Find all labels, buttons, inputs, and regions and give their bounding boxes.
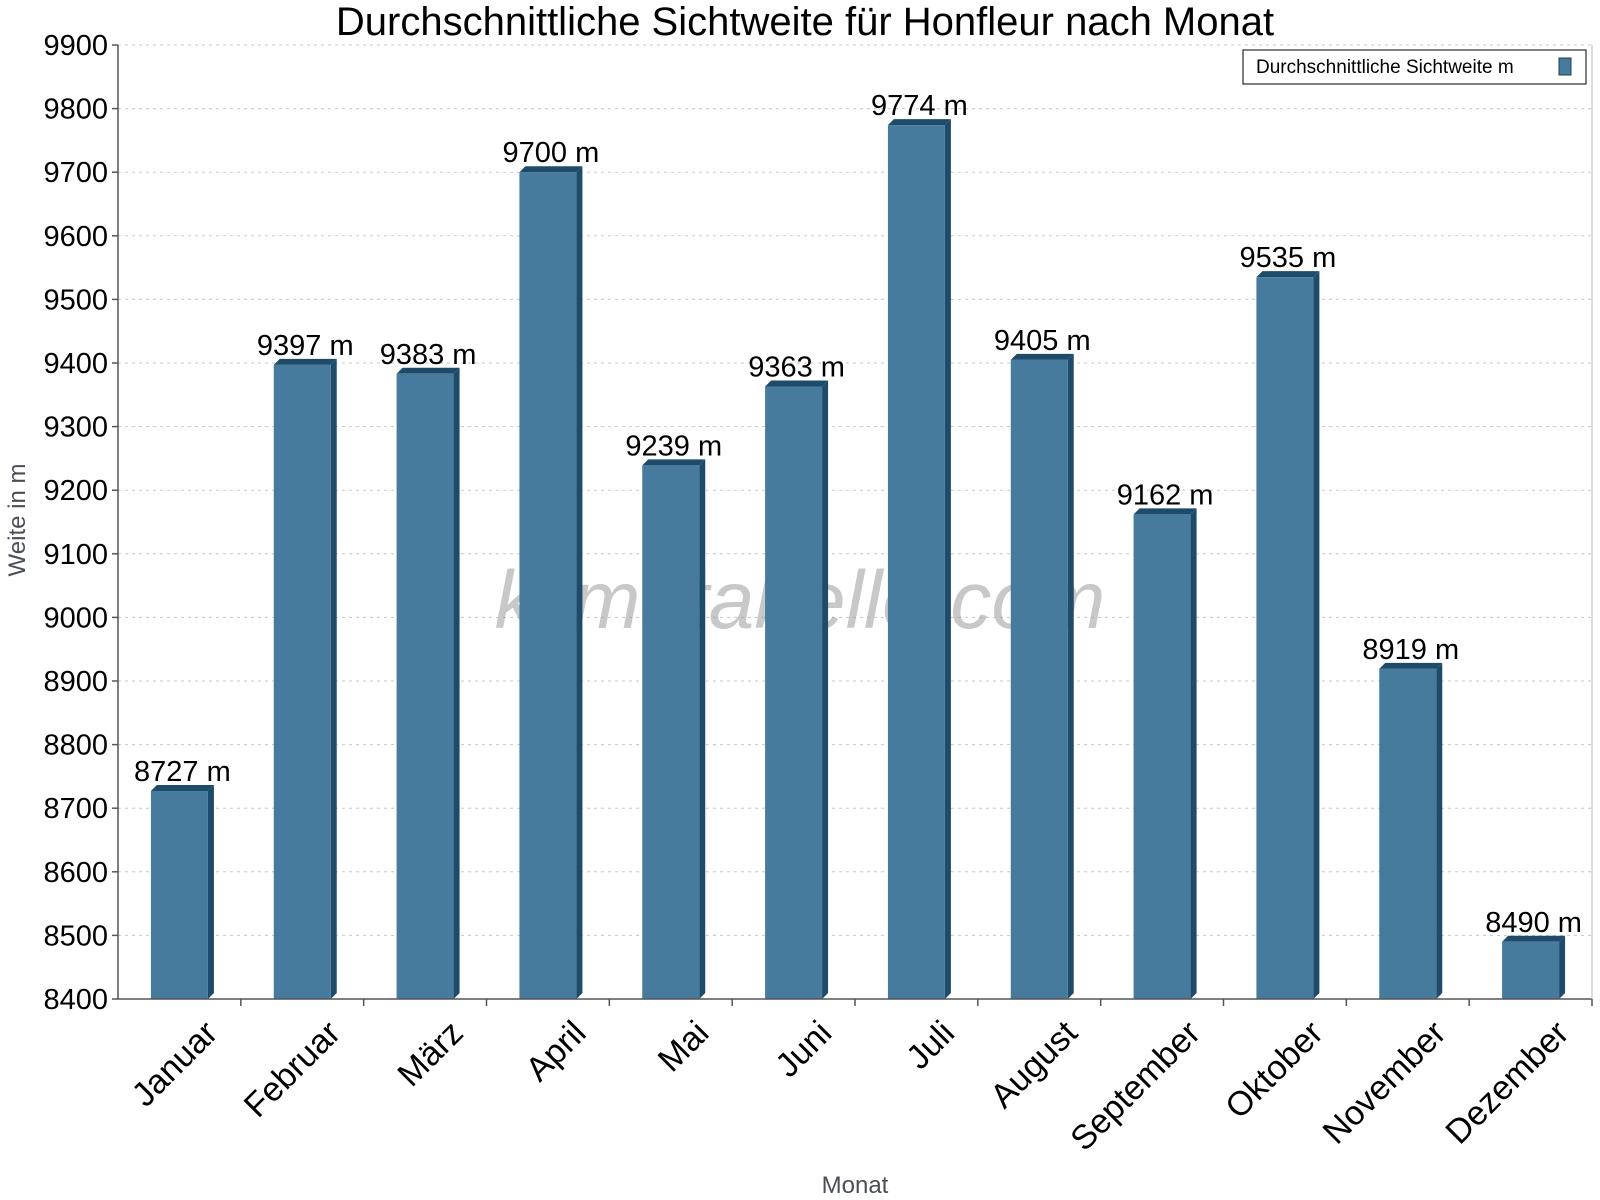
x-tick-label: Juli [899, 1014, 962, 1077]
y-tick-label: 8700 [43, 793, 108, 825]
bar-value-label: 9397 m [257, 330, 354, 362]
y-tick-label: 9600 [43, 221, 108, 253]
bar-side-face [822, 380, 829, 1000]
y-tick-label: 8400 [43, 984, 108, 1016]
y-axis-title: Weite in m [4, 464, 31, 577]
bar-value-label: 8919 m [1362, 634, 1459, 666]
bar [1256, 277, 1314, 999]
y-tick-label: 9900 [43, 30, 108, 62]
bar-side-face [944, 119, 951, 1000]
bar-side-face [453, 367, 460, 999]
grid-lines [118, 44, 1592, 936]
bar-top-face [1379, 662, 1443, 669]
y-tick-label: 9200 [43, 475, 108, 507]
bar [150, 791, 208, 999]
y-tick-label: 9800 [43, 94, 108, 126]
bar-top-face [396, 367, 460, 374]
y-tick-label: 8800 [43, 730, 108, 762]
bars [150, 119, 1566, 1000]
y-tick-label: 9300 [43, 412, 108, 444]
bar-top-face [1133, 508, 1197, 515]
legend-series-name: Durchschnittliche Sichtweite m [1256, 57, 1514, 78]
bar-side-face [1436, 662, 1443, 999]
bar-value-label: 8727 m [134, 756, 231, 788]
bar-value-label: 9239 m [625, 430, 722, 462]
bar-top-face [887, 119, 951, 126]
bar-side-face [207, 785, 214, 999]
bar-side-face [1067, 353, 1074, 999]
x-tick-label: April [519, 1014, 594, 1089]
y-tick-label: 9000 [43, 602, 108, 634]
y-tick-label: 9500 [43, 284, 108, 316]
bar-top-face [150, 785, 214, 792]
x-tick-label: September [1063, 1014, 1207, 1158]
y-tick-label: 9400 [43, 348, 108, 380]
y-tick-label: 9700 [43, 157, 108, 189]
bar [642, 465, 700, 999]
x-tick-label: Februar [237, 1014, 348, 1125]
bar-value-label: 9383 m [380, 339, 477, 371]
chart-title: Durchschnittliche Sichtweite für Honfleu… [336, 0, 1274, 44]
bar-top-face [1256, 271, 1320, 278]
value-labels: 8727 m 9397 m 9383 m 9700 m 9239 m 9363 m 9774… [134, 90, 1582, 939]
x-tick-label: Juni [768, 1014, 839, 1085]
x-tick-label: Oktober [1218, 1014, 1330, 1126]
bar-top-face [642, 459, 706, 466]
bar-side-face [330, 358, 337, 1000]
bar-side-face [1190, 508, 1197, 999]
x-tick-label: November [1316, 1014, 1454, 1152]
y-tick-label: 8500 [43, 920, 108, 952]
bar-value-label: 9700 m [503, 137, 600, 169]
bar-top-face [1502, 935, 1566, 942]
bar-value-label: 9162 m [1117, 479, 1214, 511]
bar-side-face [699, 459, 706, 999]
bar-top-face [1010, 353, 1074, 360]
bar-value-label: 9535 m [1240, 242, 1337, 274]
x-tick-label: Mai [651, 1014, 717, 1080]
x-tick-label: Dezember [1438, 1014, 1576, 1152]
bar-side-face [1313, 271, 1320, 999]
bar [1010, 359, 1068, 999]
legend: Durchschnittliche Sichtweite m [1242, 49, 1587, 85]
bar-value-label: 9363 m [748, 352, 845, 384]
bar-top-face [519, 166, 583, 173]
bar-value-label: 8490 m [1485, 907, 1582, 939]
y-tick-label: 8900 [43, 666, 108, 698]
x-tick-label: August [983, 1013, 1085, 1115]
x-tick-label: März [390, 1014, 470, 1094]
bar [519, 172, 577, 999]
bar-top-face [273, 358, 337, 365]
bar-top-face [765, 380, 829, 387]
bar [273, 364, 331, 1000]
bar-side-face [1559, 935, 1566, 999]
bar [396, 373, 454, 999]
bar [887, 125, 945, 1000]
bar [1379, 668, 1437, 999]
y-tick-label: 8600 [43, 857, 108, 889]
x-axis-title: Monat [822, 1172, 889, 1199]
bar-value-label: 9774 m [871, 90, 968, 122]
bar [1133, 514, 1191, 999]
bar [765, 386, 823, 1000]
y-tick-label: 9100 [43, 539, 108, 571]
legend-swatch [1558, 57, 1572, 76]
legend-box [1242, 49, 1587, 85]
bar-value-label: 9405 m [994, 325, 1091, 357]
bar-side-face [576, 166, 583, 999]
bar [1502, 941, 1560, 999]
x-tick-label: Januar [125, 1014, 225, 1114]
